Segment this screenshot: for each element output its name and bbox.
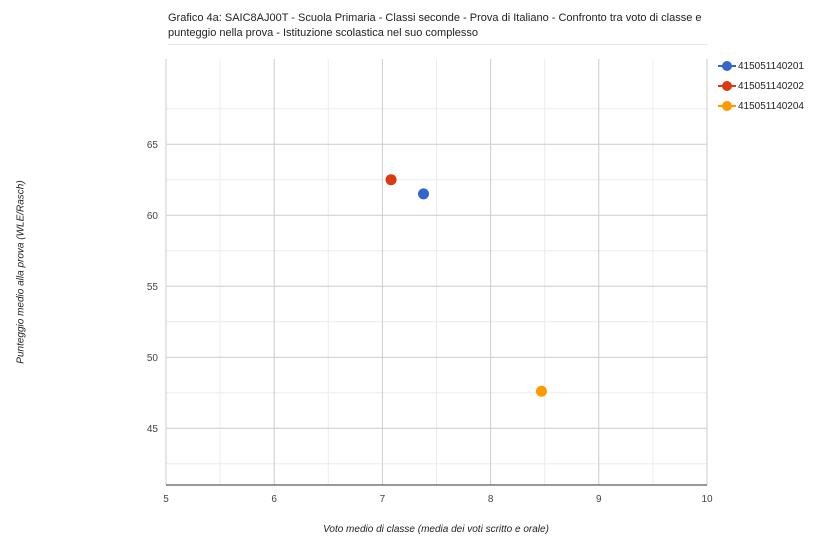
legend-swatch (718, 100, 736, 112)
y-tick-label: 45 (147, 424, 159, 435)
y-tick-label: 60 (147, 211, 159, 222)
legend-label: 415051140201 (738, 60, 804, 72)
title-divider (168, 44, 708, 45)
data-point (418, 188, 430, 200)
x-tick-label: 10 (701, 494, 713, 505)
data-point (385, 174, 397, 186)
x-tick-label: 6 (271, 494, 277, 505)
data-point (535, 385, 547, 397)
legend-item: 415051140204 (718, 96, 804, 116)
x-tick-label: 5 (163, 494, 169, 505)
legend-item: 415051140202 (718, 76, 804, 96)
chart-title: Grafico 4a: SAIC8AJ00T - Scuola Primaria… (168, 12, 702, 39)
legend-swatch (718, 80, 736, 92)
y-tick-label: 65 (147, 140, 159, 151)
legend-swatch (718, 60, 736, 72)
legend: 415051140201 415051140202 415051140204 (718, 56, 804, 116)
y-tick-label: 50 (147, 353, 159, 364)
x-tick-label: 8 (488, 494, 494, 505)
legend-label: 415051140204 (738, 100, 804, 112)
y-axis-label: Punteggio medio alla prova (WLE/Rasch) (15, 180, 27, 364)
x-tick-label: 9 (596, 494, 602, 505)
y-tick-label: 55 (147, 282, 159, 293)
x-axis-label: Voto medio di classe (media dei voti scr… (323, 524, 549, 535)
legend-item: 415051140201 (718, 56, 804, 76)
x-tick-label: 7 (380, 494, 386, 505)
legend-label: 415051140202 (738, 80, 804, 92)
